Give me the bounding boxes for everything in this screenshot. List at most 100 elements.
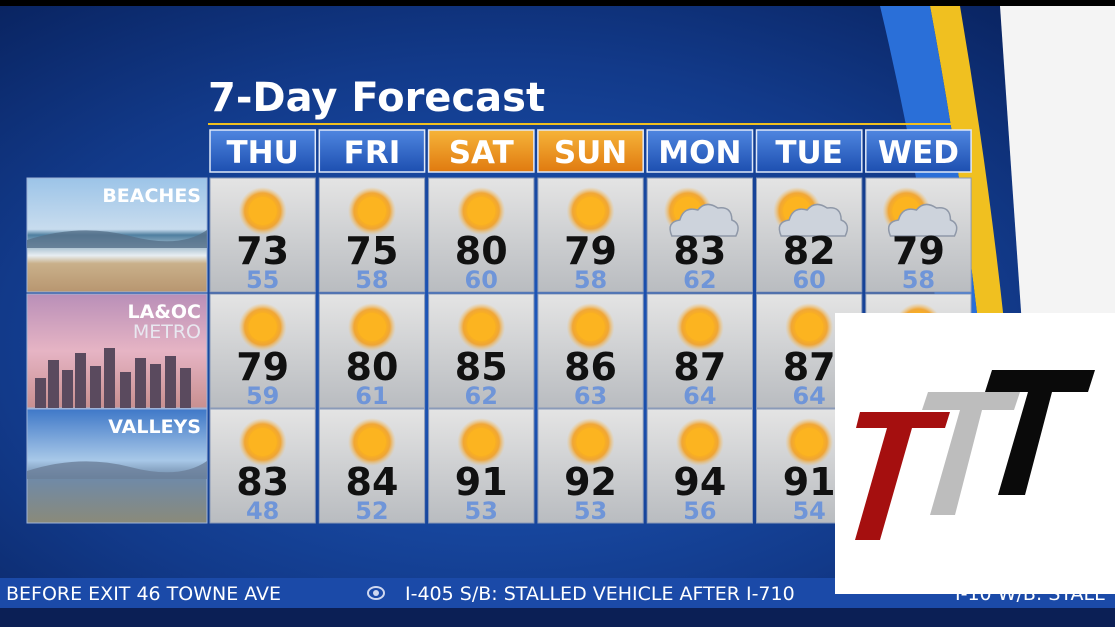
high-temp: 79: [892, 229, 945, 273]
low-temp: 56: [683, 497, 716, 525]
low-temp: 58: [902, 266, 935, 294]
high-temp: 87: [673, 345, 726, 389]
low-temp: 53: [574, 497, 607, 525]
day-header: [865, 129, 972, 173]
high-temp: 87: [783, 345, 836, 389]
high-temp: 80: [455, 229, 508, 273]
low-temp: 60: [465, 266, 498, 294]
logo-letter: [922, 392, 1020, 515]
ticker-separator: [373, 590, 379, 596]
low-temp: 55: [246, 266, 279, 294]
sun-core: [467, 428, 496, 456]
region-label: METRO: [133, 321, 201, 343]
low-temp: 58: [574, 266, 607, 294]
region-label: VALLEYS: [108, 416, 201, 438]
high-temp: 84: [346, 460, 399, 504]
building: [62, 370, 73, 408]
building: [150, 364, 161, 408]
low-temp: 58: [355, 266, 388, 294]
logo-letter: [985, 370, 1095, 495]
high-temp: 75: [346, 229, 399, 273]
low-temp: 64: [792, 382, 825, 410]
sun-core: [576, 428, 605, 456]
high-temp: 79: [236, 345, 289, 389]
high-temp: 82: [783, 229, 836, 273]
region-label: LA&OC: [128, 301, 201, 323]
sun-core: [357, 197, 386, 225]
hills: [27, 461, 207, 479]
ticker-item: BEFORE EXIT 46 TOWNE AVE: [6, 583, 281, 605]
low-temp: 48: [246, 497, 279, 525]
sun-core: [576, 313, 605, 341]
building: [104, 348, 115, 408]
building: [120, 372, 131, 408]
sun-core: [357, 428, 386, 456]
day-label: MON: [658, 135, 741, 171]
low-temp: 61: [355, 382, 388, 410]
region-panel: VALLEYS: [26, 408, 208, 524]
sun-core: [795, 428, 824, 456]
low-temp: 63: [574, 382, 607, 410]
day-header: [755, 129, 863, 173]
logo-letter: [855, 412, 950, 540]
low-temp: 60: [792, 266, 825, 294]
day-header: [318, 129, 426, 173]
day-label: WED: [878, 135, 959, 171]
logo-box: [835, 313, 1115, 594]
building: [48, 360, 59, 408]
high-temp: 73: [236, 229, 289, 273]
low-temp: 62: [465, 382, 498, 410]
cloud-icon: [669, 203, 739, 237]
sun-core: [685, 313, 714, 341]
day-label: SUN: [554, 135, 627, 171]
low-temp: 53: [465, 497, 498, 525]
day-label: THU: [227, 135, 299, 171]
day-label: TUE: [775, 135, 843, 171]
ticker-base: [0, 608, 1115, 627]
cloud-icon: [887, 203, 958, 237]
sun-core: [467, 197, 496, 225]
top-bar: [0, 0, 1115, 6]
sun-core: [685, 428, 714, 456]
low-temp: 64: [683, 382, 716, 410]
cloud-icon: [778, 203, 849, 237]
sun-core: [248, 428, 277, 456]
building: [90, 366, 101, 408]
sun-core: [248, 313, 277, 341]
logo: [835, 313, 1115, 594]
low-temp: 62: [683, 266, 716, 294]
high-temp: 80: [346, 345, 399, 389]
building: [180, 368, 191, 408]
sun-core: [467, 313, 496, 341]
high-temp: 91: [455, 460, 508, 504]
high-temp: 83: [236, 460, 289, 504]
high-temp: 85: [455, 345, 508, 389]
ticker-separator: [367, 586, 385, 600]
hills: [27, 230, 207, 248]
building: [75, 353, 86, 408]
low-temp: 54: [792, 497, 825, 525]
high-temp: 83: [673, 229, 726, 273]
low-temp: 52: [355, 497, 388, 525]
day-header: [646, 129, 754, 173]
sun-core: [248, 197, 277, 225]
high-temp: 91: [783, 460, 836, 504]
day-label: SAT: [449, 135, 514, 171]
high-temp: 86: [564, 345, 617, 389]
high-temp: 94: [673, 460, 726, 504]
low-temp: 59: [246, 382, 279, 410]
building: [35, 378, 46, 408]
day-header: [209, 129, 317, 173]
day-header: [427, 129, 535, 173]
sun-core: [795, 313, 824, 341]
region-label: BEACHES: [102, 185, 201, 207]
sun-core: [576, 197, 605, 225]
ticker: BEFORE EXIT 46 TOWNE AVE I-405 S/B: STALL…: [6, 583, 1105, 605]
sun-core: [357, 313, 386, 341]
high-temp: 79: [564, 229, 617, 273]
building: [165, 356, 176, 408]
building: [135, 358, 146, 408]
title: 7-Day Forecast: [208, 75, 545, 121]
